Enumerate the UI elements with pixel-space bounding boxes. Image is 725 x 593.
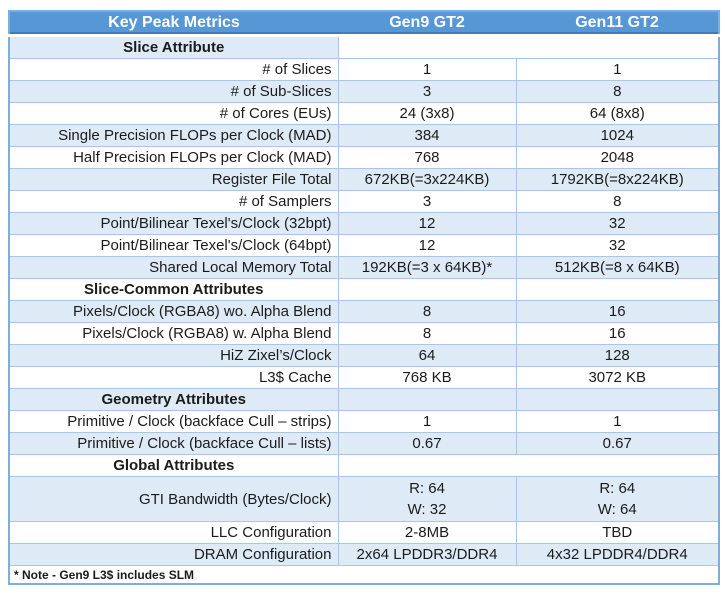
metric-label: DRAM Configuration [8,543,339,566]
table-row: # of Slices 1 1 [8,58,720,81]
metric-label: Shared Local Memory Total [8,256,339,279]
gen9-value: 3 [337,80,517,103]
metric-label: # of Slices [8,58,339,81]
table-row: Pixels/Clock (RGBA8) w. Alpha Blend 8 16 [8,322,720,345]
section-label: Global Attributes [8,454,339,477]
table-row: LLC Configuration 2-8MB TBD [8,521,720,544]
gen11-value: R: 64 W: 64 [515,476,720,522]
section-row: Slice Attribute [8,35,720,59]
gen11-value: 16 [515,322,720,345]
gen9-value: 0.67 [337,432,517,455]
metric-label: Half Precision FLOPs per Clock (MAD) [8,146,339,169]
gen11-value: 2048 [515,146,720,169]
gen11-value: 1024 [515,124,720,147]
metric-label: HiZ Zixel’s/Clock [8,344,339,367]
gen9-value: 8 [337,322,517,345]
gen9-value: R: 64 W: 32 [337,476,517,522]
table-row: DRAM Configuration 2x64 LPDDR3/DDR4 4x32 L… [8,543,720,566]
metric-label: Primitive / Clock (backface Cull – strip… [8,410,339,433]
gen9-value: 8 [337,300,517,323]
table-row: Pixels/Clock (RGBA8) wo. Alpha Blend 8 16 [8,300,720,323]
gen9-value: 2-8MB [337,521,517,544]
section-empty-cell [337,454,720,477]
gen9-value: 3 [337,190,517,213]
metric-label: GTI Bandwidth (Bytes/Clock) [8,476,339,522]
gen11-empty-cell [515,278,720,301]
table-row: Primitive / Clock (backface Cull – lists… [8,432,720,455]
gen11-value: TBD [515,521,720,544]
table-row: GTI Bandwidth (Bytes/Clock) R: 64 W: 32 R:… [8,476,720,522]
table-row: # of Samplers 3 8 [8,190,720,213]
metric-label: Pixels/Clock (RGBA8) w. Alpha Blend [8,322,339,345]
gen11-value: 512KB(=8 x 64KB) [515,256,720,279]
section-row: Geometry Attributes [8,388,720,411]
table-row: L3$ Cache 768 KB 3072 KB [8,366,720,389]
gen11-value: 64 (8x8) [515,102,720,125]
metric-label: Primitive / Clock (backface Cull – lists… [8,432,339,455]
header-gen11-gt2: Gen11 GT2 [516,11,719,37]
gen11-value: 128 [515,344,720,367]
gen9-value: 192KB(=3 x 64KB)* [337,256,517,279]
header-gen9-gt2: Gen9 GT2 [338,11,516,37]
gen11-empty-cell [515,388,720,411]
table-row: HiZ Zixel’s/Clock 64 128 [8,344,720,367]
table-row: Single Precision FLOPs per Clock (MAD) 38… [8,124,720,147]
gen9-empty-cell [337,278,517,301]
gen9-value: 2x64 LPDDR3/DDR4 [337,543,517,566]
metric-label: # of Cores (EUs) [8,102,339,125]
gen11-value: 8 [515,80,720,103]
gen9-value: 1 [337,410,517,433]
section-label: Slice-Common Attributes [8,278,339,301]
gen11-value: 32 [515,212,720,235]
footer-row: * Note - Gen9 L3$ includes SLM [8,565,720,585]
metric-label: Point/Bilinear Texel's/Clock (32bpt) [8,212,339,235]
gen9-value: 672KB(=3x224KB) [337,168,517,191]
section-row: Slice-Common Attributes [8,278,720,301]
gen9-value: 1 [337,58,517,81]
gen9-value: 768 KB [337,366,517,389]
section-label: Geometry Attributes [8,388,339,411]
gen11-value: 4x32 LPDDR4/DDR4 [515,543,720,566]
table-row: # of Cores (EUs) 24 (3x8) 64 (8x8) [8,102,720,125]
gen11-value: 8 [515,190,720,213]
gen11-value: 0.67 [515,432,720,455]
metric-label: L3$ Cache [8,366,339,389]
metric-label: Register File Total [8,168,339,191]
gen9-value: 12 [337,212,517,235]
metric-label: Pixels/Clock (RGBA8) wo. Alpha Blend [8,300,339,323]
footnote: * Note - Gen9 L3$ includes SLM [8,565,720,585]
gen9-value: 384 [337,124,517,147]
table-row: Primitive / Clock (backface Cull – strip… [8,410,720,433]
table-row: # of Sub-Slices 3 8 [8,80,720,103]
metric-label: LLC Configuration [8,521,339,544]
table-row: Point/Bilinear Texel's/Clock (64bpt) 12 32 [8,234,720,257]
section-label: Slice Attribute [8,35,339,59]
header-key-peak-metrics: Key Peak Metrics [9,11,338,37]
table-row: Shared Local Memory Total 192KB(=3 x 64KB… [8,256,720,279]
gen11-value: 1 [515,410,720,433]
metric-label: Single Precision FLOPs per Clock (MAD) [8,124,339,147]
table-row: Point/Bilinear Texel's/Clock (32bpt) 12 32 [8,212,720,235]
header-row: Key Peak Metrics Gen9 GT2 Gen11 GT2 [9,11,719,37]
gen9-value: 64 [337,344,517,367]
gen9-value: 12 [337,234,517,257]
metric-label: # of Sub-Slices [8,80,339,103]
section-row: Global Attributes [8,454,720,477]
table-row: Register File Total 672KB(=3x224KB) 1792KB… [8,168,720,191]
gen11-value: 1792KB(=8x224KB) [515,168,720,191]
metric-label: Point/Bilinear Texel's/Clock (64bpt) [8,234,339,257]
spec-table-container: Key Peak Metrics Gen9 GT2 Gen11 GT2 Slic… [8,10,720,585]
gen9-empty-cell [337,388,517,411]
table-row: Half Precision FLOPs per Clock (MAD) 768 2… [8,146,720,169]
key-peak-metrics-table: Key Peak Metrics Gen9 GT2 Gen11 GT2 Slic… [8,10,720,585]
gen11-value: 3072 KB [515,366,720,389]
gen11-value: 32 [515,234,720,257]
metric-label: # of Samplers [8,190,339,213]
section-empty-cell [337,35,720,59]
gen11-value: 16 [515,300,720,323]
gen11-value: 1 [515,58,720,81]
gen9-value: 768 [337,146,517,169]
gen9-value: 24 (3x8) [337,102,517,125]
